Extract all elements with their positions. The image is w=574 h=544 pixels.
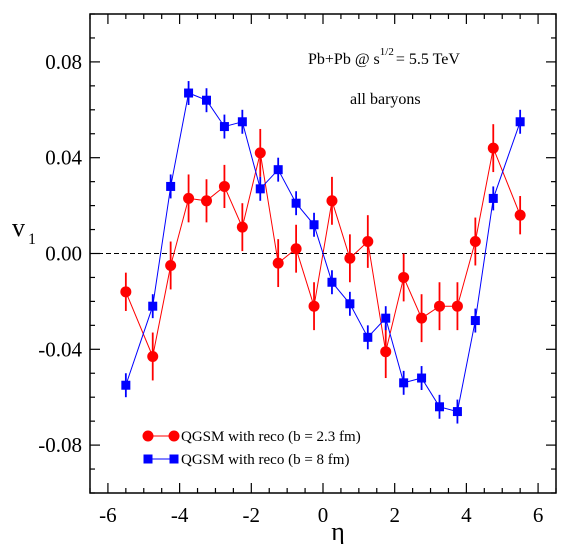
data-point [434,300,445,312]
annotation-line1: Pb+Pb @ s1/2 = 5.5 TeV [308,46,460,68]
data-point [435,402,444,412]
x-tick-label: 4 [461,503,472,527]
x-tick-label: -4 [171,503,189,527]
data-point [417,373,427,383]
x-tick-label: 2 [389,503,400,527]
y-axis-label-subscript: 1 [28,231,36,248]
data-point [451,300,463,312]
legend-marker [142,430,154,442]
data-point [120,286,132,298]
data-point [166,181,176,191]
series-line [125,92,521,413]
y-tick-label: -0.08 [38,433,82,457]
series-2 [121,81,525,424]
legend: QGSM with reco (b = 2.3 fm) QGSM with rec… [142,429,361,468]
data-point [515,117,525,127]
data-point [272,257,284,269]
data-point [184,88,194,98]
x-tick-label: 0 [318,503,329,527]
legend-marker [143,454,153,464]
legend-label: QGSM with reco (b = 2.3 fm) [181,429,361,445]
data-point [254,147,266,159]
data-point [514,209,526,221]
data-point [147,350,159,362]
data-point [488,193,498,203]
data-point [121,380,131,390]
data-point [362,236,374,248]
data-point [363,332,373,342]
data-point [219,122,229,132]
y-tick-label: 0.08 [45,50,82,74]
data-point [183,192,195,204]
data-point [236,221,248,233]
data-point [218,180,230,192]
data-point [165,259,177,271]
x-tick-label: -2 [243,503,261,527]
data-point [487,142,499,154]
legend-marker [168,430,180,442]
data-series [120,81,526,424]
data-point [202,95,211,105]
legend-label: QGSM with reco (b = 8 fm) [181,452,349,468]
data-point [201,195,212,207]
data-point [290,243,302,255]
data-point [273,165,283,175]
data-point [345,299,355,309]
annotation: Pb+Pb @ s1/2 = 5.5 TeV all baryons [308,46,460,108]
axis-labels: -6 -4 -2 0 2 4 6 -0.08 -0.04 0.00 0.04 0.08 η v 1 [12,50,543,544]
data-point [309,220,319,230]
data-point [326,195,338,207]
legend-marker [169,454,179,464]
y-tick-label: -0.04 [38,337,82,361]
series-1 [120,124,526,381]
data-point [344,252,356,264]
data-point [381,313,391,323]
axis-ticks [89,13,557,494]
data-point [452,407,462,417]
y-axis-label: v [12,213,25,242]
x-axis-label: η [331,517,345,544]
data-point [291,198,301,208]
data-point [327,277,337,287]
data-point [148,301,158,311]
data-point [380,346,392,358]
data-point [237,117,247,127]
y-tick-label: 0.04 [45,146,82,170]
annotation-line2: all baryons [350,91,421,108]
data-point [399,378,409,388]
data-point [255,184,265,194]
data-point [470,316,480,326]
x-tick-label: 6 [533,503,544,527]
data-point [416,312,428,324]
data-point [398,271,410,283]
data-point [308,300,320,312]
y-tick-label: 0.00 [45,242,82,266]
x-tick-label: -6 [99,503,117,527]
data-point [469,236,481,248]
